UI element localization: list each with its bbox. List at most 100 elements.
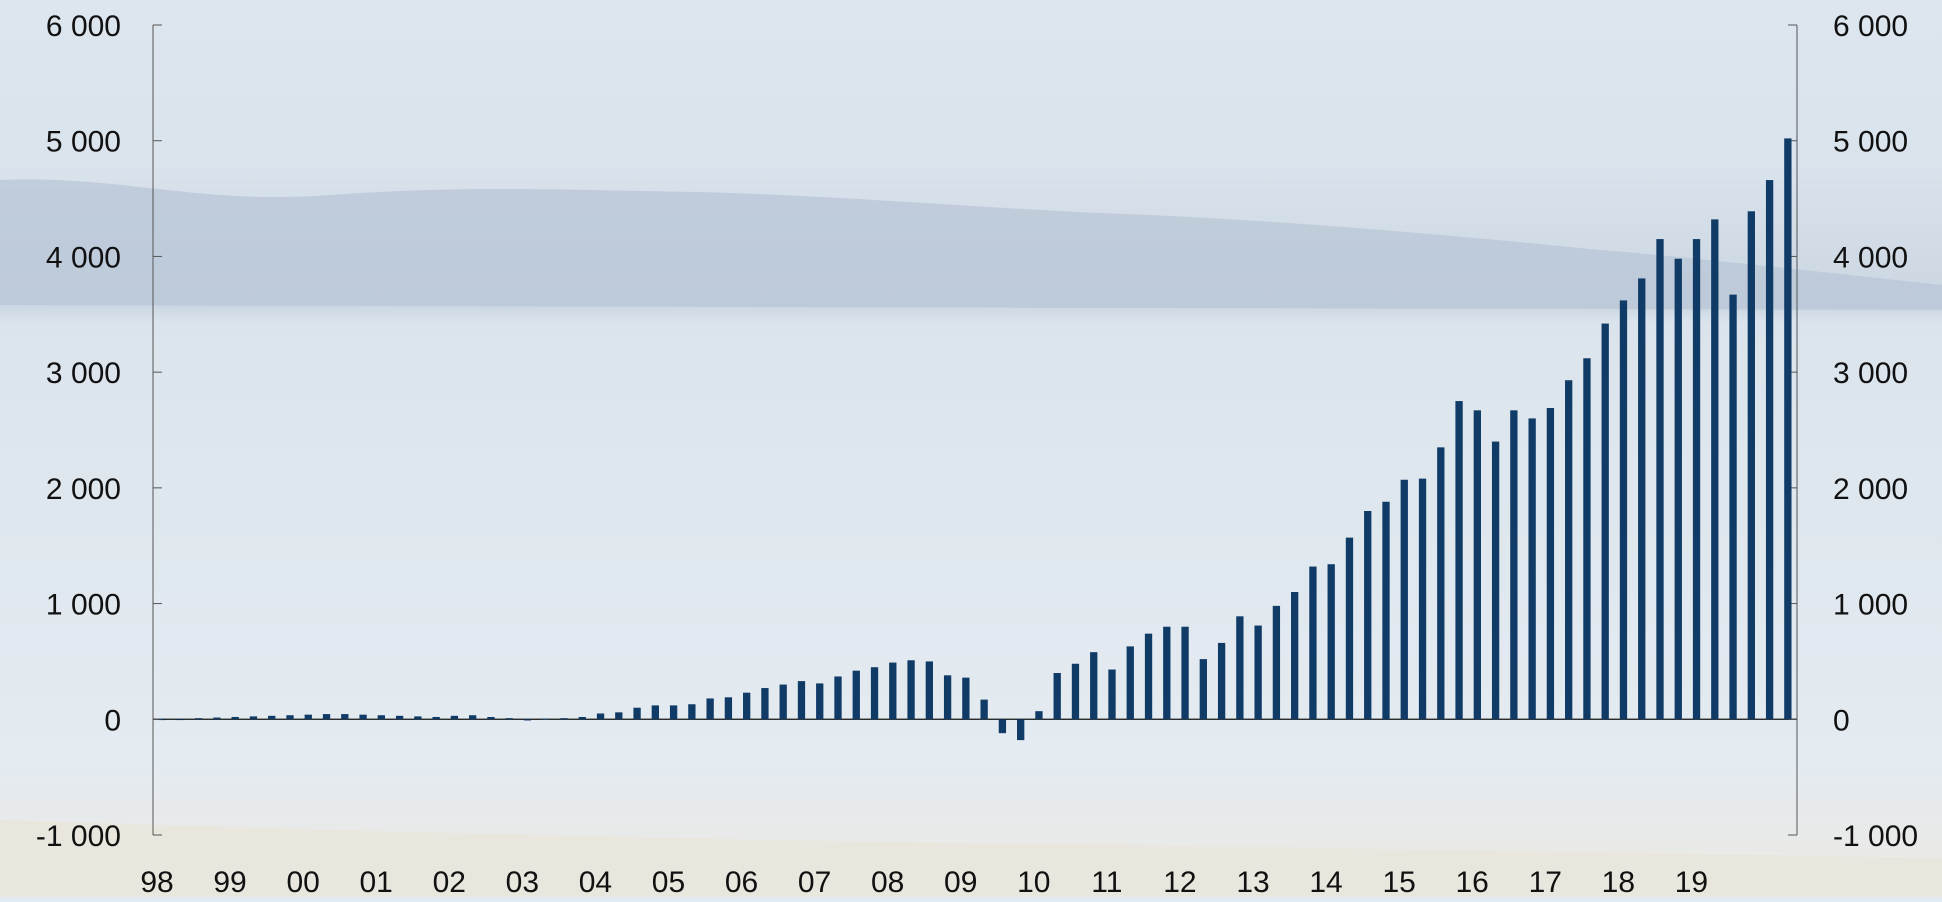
bar — [1765, 180, 1774, 720]
y-tick-label-right: 4 000 — [1833, 241, 1908, 274]
bar — [925, 661, 933, 720]
bar — [213, 717, 221, 720]
bar — [1729, 294, 1737, 720]
bar — [560, 718, 568, 720]
y-tick-label-right: 2 000 — [1833, 473, 1908, 506]
bar — [414, 716, 422, 720]
x-tick-label: 05 — [652, 866, 685, 897]
bar — [1565, 380, 1573, 720]
x-tick-label: 17 — [1529, 866, 1562, 897]
x-tick-label: 11 — [1091, 866, 1122, 897]
bar — [1217, 642, 1226, 720]
bar — [1656, 239, 1664, 720]
bar — [1437, 447, 1445, 720]
bar — [1163, 626, 1171, 720]
bar — [1017, 719, 1025, 741]
x-tick-label: 10 — [1017, 866, 1050, 897]
bar — [889, 662, 897, 720]
x-tick-label: 16 — [1456, 866, 1489, 897]
bar — [231, 716, 239, 720]
x-tick-label: 09 — [944, 866, 977, 897]
bar — [724, 697, 733, 720]
y-tick-label-left: 3 000 — [46, 357, 121, 390]
bar — [962, 677, 970, 720]
bar — [322, 714, 331, 720]
bar — [395, 715, 404, 720]
bar — [304, 714, 312, 720]
bar — [1601, 323, 1609, 720]
bar — [1619, 300, 1628, 720]
bar — [1455, 401, 1463, 720]
y-tick-label-left: 6 000 — [46, 10, 121, 43]
bar — [505, 718, 513, 720]
bar — [450, 715, 459, 720]
bar — [816, 683, 824, 720]
y-tick-label-right: -1 000 — [1833, 820, 1918, 853]
bar — [1784, 138, 1792, 720]
bar — [980, 699, 988, 720]
x-tick-label: 07 — [798, 866, 831, 897]
y-tick-label-left: -1 000 — [36, 820, 121, 853]
bar — [1035, 711, 1043, 720]
bar — [688, 704, 696, 720]
y-tick-label-right: 5 000 — [1833, 126, 1908, 159]
bar — [615, 712, 623, 720]
bar — [158, 719, 166, 721]
bar — [249, 716, 258, 720]
x-tick-label: 00 — [286, 866, 319, 897]
bar — [469, 715, 477, 720]
x-tick-label: 99 — [213, 866, 246, 897]
bar — [1254, 625, 1262, 720]
x-tick-label: 04 — [579, 866, 612, 897]
y-tick-label-right: 6 000 — [1833, 10, 1908, 43]
bar — [1400, 479, 1408, 720]
bar — [1528, 418, 1536, 720]
y-tick-label-left: 1 000 — [46, 589, 121, 622]
bar — [1711, 219, 1719, 720]
bar — [1272, 605, 1281, 720]
bar — [1510, 410, 1518, 720]
bar — [286, 715, 294, 720]
bars — [158, 138, 1792, 741]
y-tick-label-right: 3 000 — [1833, 357, 1908, 390]
bar — [1345, 537, 1354, 720]
y-tick-label-left: 5 000 — [46, 126, 121, 159]
y-tick-label-left: 4 000 — [46, 241, 121, 274]
bar — [743, 692, 751, 720]
bar — [341, 714, 349, 720]
axes — [152, 24, 1798, 836]
bar — [1144, 633, 1153, 720]
bar — [943, 675, 952, 720]
bar — [761, 688, 769, 720]
bar — [870, 667, 879, 720]
y-tick-label-left: 2 000 — [46, 473, 121, 506]
x-tick-label: 06 — [725, 866, 758, 897]
bar — [195, 718, 203, 720]
bar — [542, 718, 550, 720]
x-tick-label: 03 — [506, 866, 539, 897]
bar — [377, 715, 385, 720]
bar — [432, 716, 440, 720]
x-tick-label: 98 — [140, 866, 173, 897]
bar — [1090, 652, 1098, 720]
bar — [176, 719, 185, 721]
bar — [651, 705, 659, 720]
x-tick-label: 12 — [1163, 866, 1196, 897]
x-tick-label: 01 — [360, 866, 393, 897]
bar — [1473, 410, 1481, 720]
bar — [1382, 501, 1390, 720]
bar — [596, 713, 605, 720]
bar — [1199, 659, 1207, 720]
x-tick-label: 18 — [1602, 866, 1635, 897]
bar — [834, 676, 842, 720]
x-tick-label: 15 — [1382, 866, 1415, 897]
x-tick-label: 13 — [1236, 866, 1269, 897]
bar — [523, 719, 532, 721]
bar — [1126, 646, 1134, 720]
bar — [487, 716, 495, 720]
bar — [1309, 566, 1317, 720]
y-tick-label-right: 1 000 — [1833, 589, 1908, 622]
y-tick-label-right: 0 — [1833, 704, 1850, 737]
